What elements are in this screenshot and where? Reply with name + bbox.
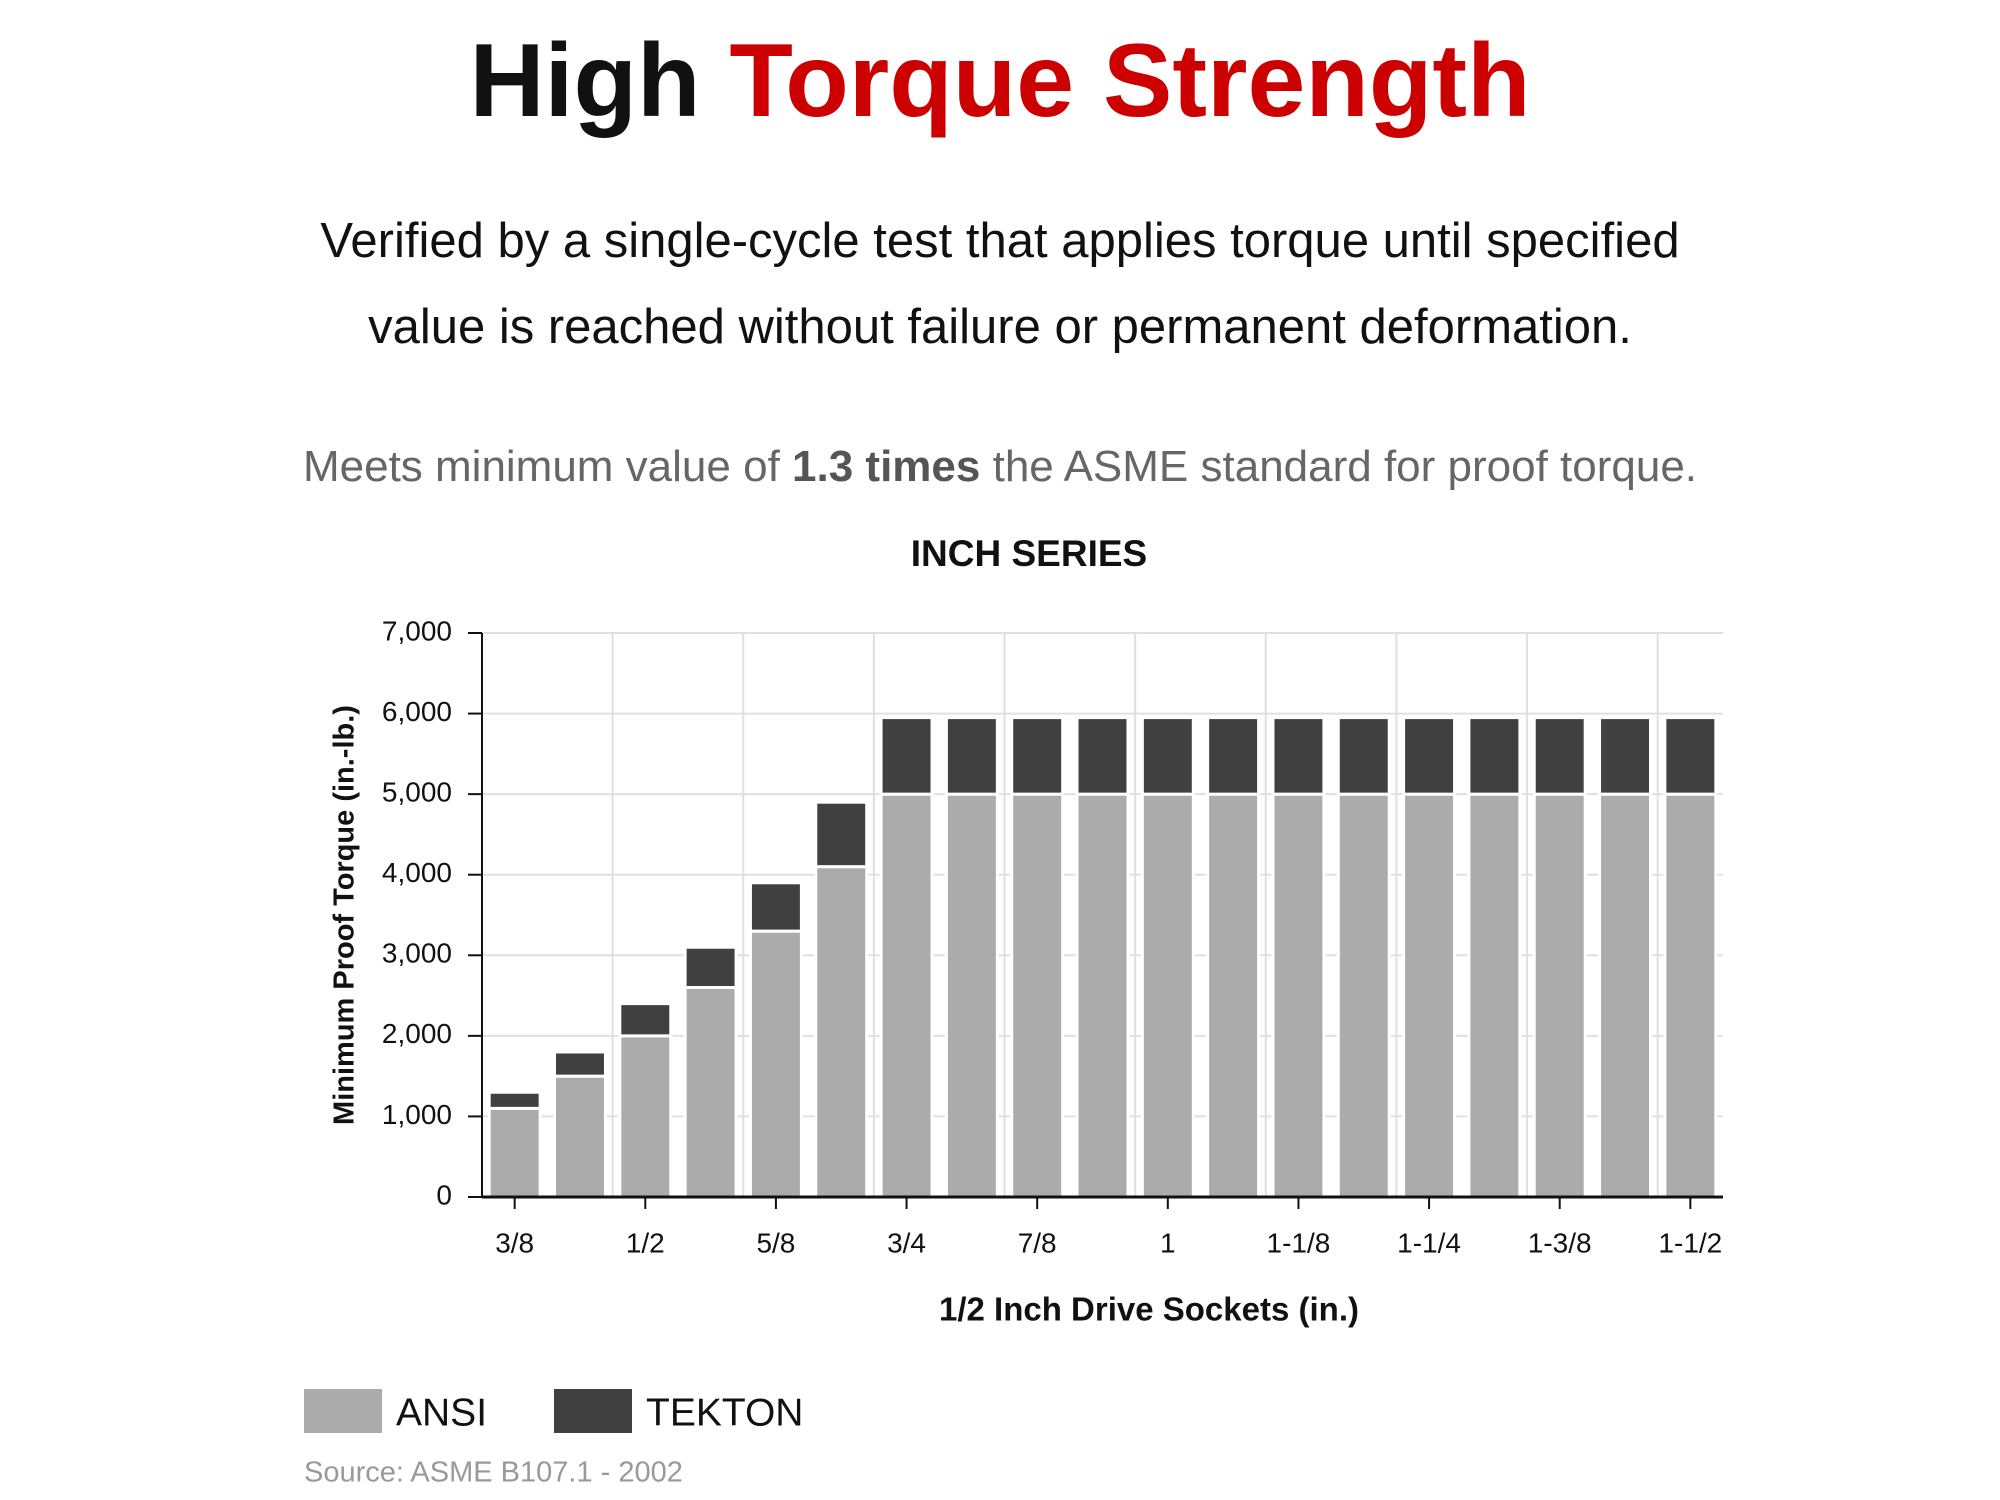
bar-segment (683, 945, 738, 990)
bar-segment (748, 929, 803, 1199)
title-red: Torque Strength (729, 23, 1531, 139)
bar-segment (944, 716, 999, 796)
bar-segment (1010, 716, 1065, 796)
y-tick-label: 5,000 (382, 777, 452, 808)
bar-segment (1206, 792, 1261, 1199)
bar-segment (683, 986, 738, 1199)
bar-segment (1467, 792, 1522, 1199)
x-tick-label: 1/2 (626, 1227, 665, 1258)
bar-segment (1663, 792, 1718, 1199)
description: Verified by a single-cycle test that app… (320, 214, 1680, 268)
x-tick-label: 1-3/8 (1528, 1227, 1592, 1258)
legend-swatch (554, 1389, 632, 1433)
bar-segment (1336, 716, 1391, 796)
bar-segment (553, 1074, 607, 1199)
y-tick-label: 7,000 (382, 615, 452, 646)
note-text: the ASME standard for proof torque. (992, 442, 1698, 491)
bar-segment (1598, 792, 1652, 1199)
bar-segment (1598, 716, 1652, 796)
bar-segment (1402, 716, 1457, 796)
y-tick-label: 4,000 (382, 857, 452, 888)
y-axis-title: Minimum Proof Torque (in.-lb.) (329, 705, 361, 1125)
bar-segment (879, 792, 934, 1199)
note: Meets minimum value of 1.3 times the ASM… (0, 442, 2000, 492)
y-tick-label: 0 (436, 1179, 452, 1210)
note-text: Meets minimum value of (302, 442, 780, 491)
bar-segment (1271, 792, 1326, 1199)
bar-segment (1075, 716, 1130, 796)
legend-label: ANSI (396, 1391, 487, 1434)
y-tick-label: 3,000 (382, 938, 452, 969)
bar-segment (748, 881, 803, 933)
x-axis-title: 1/2 Inch Drive Sockets (in.) (939, 1291, 1359, 1328)
bar-segment (487, 1090, 542, 1110)
legend-swatch (304, 1389, 382, 1433)
note-bold: 1.3 times (792, 442, 981, 491)
x-tick-label: 1-1/2 (1658, 1227, 1722, 1258)
bar-segment (1075, 792, 1130, 1199)
bar-segment (618, 1034, 673, 1199)
title-black: High (469, 23, 701, 139)
bar-segment (618, 1002, 673, 1038)
legend-label: TEKTON (646, 1391, 803, 1434)
y-tick-label: 2,000 (382, 1018, 452, 1049)
y-tick-label: 6,000 (382, 696, 452, 727)
x-tick-label: 3/8 (495, 1227, 534, 1258)
bar-segment (1532, 792, 1587, 1199)
bar-segment (814, 800, 869, 869)
bar-segment (553, 1050, 607, 1078)
source: Source: ASME B107.1 - 2002 (304, 1457, 683, 1489)
x-tick-label: 1-1/8 (1267, 1227, 1331, 1258)
x-tick-label: 1 (1160, 1227, 1176, 1258)
bar-segment (487, 1106, 542, 1199)
bar-segment (944, 792, 999, 1199)
bar-segment (1336, 792, 1391, 1199)
bar-segment (1467, 716, 1522, 796)
bar-segment (879, 716, 934, 796)
x-tick-label: 1-1/4 (1397, 1227, 1461, 1258)
bar-segment (1402, 792, 1457, 1199)
x-tick-label: 5/8 (756, 1227, 795, 1258)
bar-segment (1532, 716, 1587, 796)
bar-segment (1140, 716, 1195, 796)
page-title: High Torque Strength (0, 22, 2000, 141)
x-tick-label: 7/8 (1018, 1227, 1057, 1258)
bar-segment (1271, 716, 1326, 796)
bar-segment (1010, 792, 1065, 1199)
x-tick-label: 3/4 (887, 1227, 926, 1258)
chart-title: INCH SERIES (911, 533, 1147, 574)
bar-segment (1206, 716, 1261, 796)
bar-segment (1663, 716, 1718, 796)
y-tick-label: 1,000 (382, 1099, 452, 1130)
bar-segment (814, 865, 869, 1199)
bar-segment (1140, 792, 1195, 1199)
description: value is reached without failure or perm… (368, 300, 1632, 354)
